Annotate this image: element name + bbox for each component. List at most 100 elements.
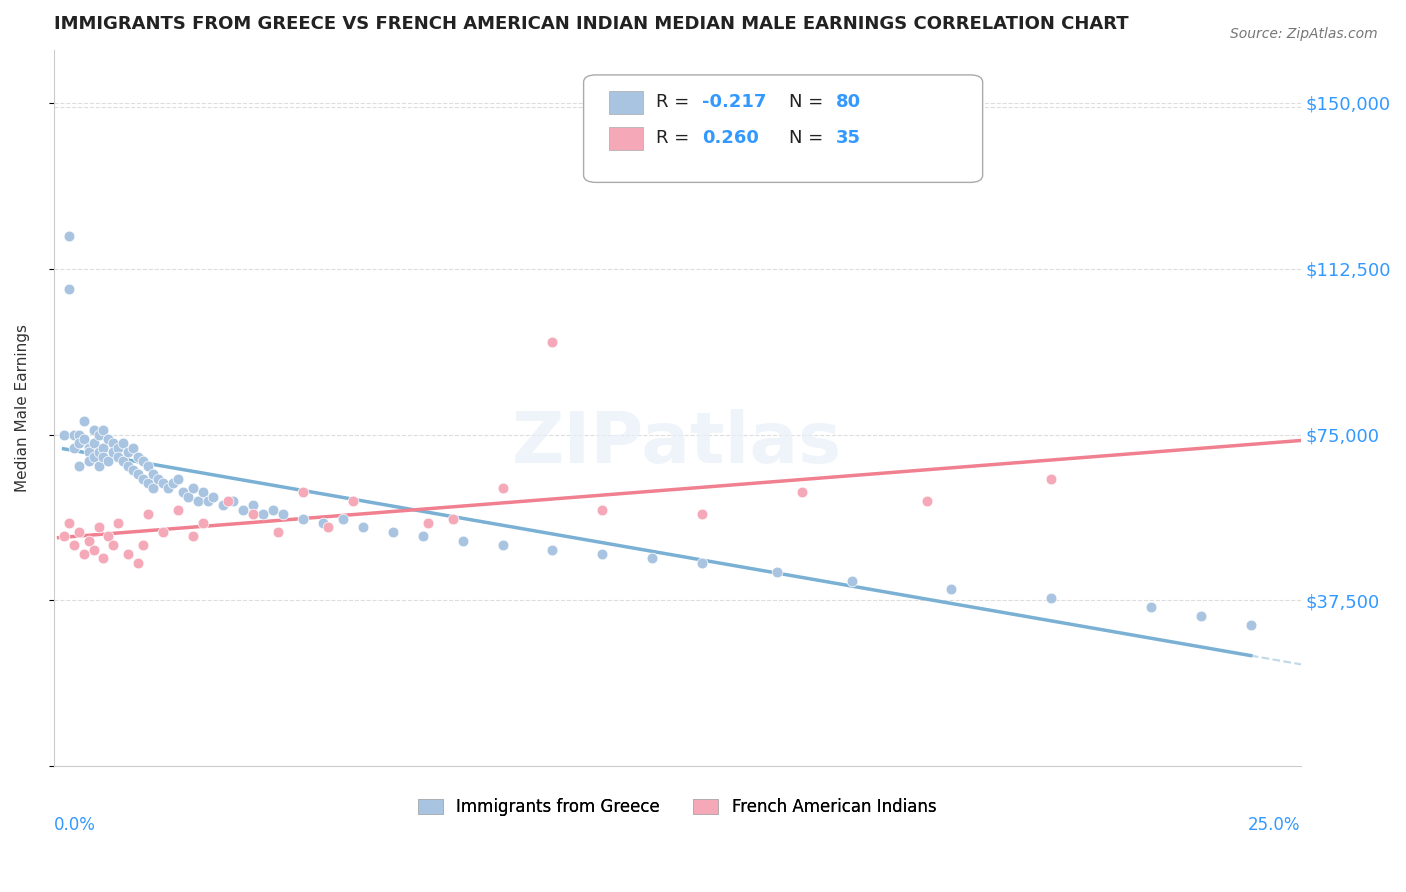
Point: [202, 490, 225, 504]
Point: [107, 441, 129, 455]
Point: [117, 445, 139, 459]
Point: [451, 533, 474, 548]
Point: [107, 450, 129, 464]
Point: [915, 494, 938, 508]
Text: N =: N =: [789, 129, 830, 147]
Y-axis label: Median Male Earnings: Median Male Earnings: [15, 324, 30, 492]
Text: R =: R =: [657, 93, 695, 112]
Point: [1189, 609, 1212, 624]
Point: [187, 494, 209, 508]
Point: [77, 454, 100, 468]
Point: [132, 538, 155, 552]
Point: [181, 529, 204, 543]
Point: [332, 511, 354, 525]
Point: [262, 503, 284, 517]
Point: [58, 282, 80, 296]
Point: [138, 458, 160, 473]
Point: [62, 538, 84, 552]
Text: 80: 80: [835, 93, 860, 112]
Point: [97, 432, 120, 446]
Point: [83, 436, 105, 450]
Point: [177, 490, 200, 504]
Point: [58, 516, 80, 530]
FancyBboxPatch shape: [609, 91, 644, 114]
Point: [252, 507, 274, 521]
Point: [103, 538, 125, 552]
Point: [103, 436, 125, 450]
Point: [222, 494, 245, 508]
Point: [212, 499, 235, 513]
Text: IMMIGRANTS FROM GREECE VS FRENCH AMERICAN INDIAN MEDIAN MALE EARNINGS CORRELATIO: IMMIGRANTS FROM GREECE VS FRENCH AMERICA…: [53, 15, 1128, 33]
Point: [1240, 617, 1263, 632]
Point: [132, 472, 155, 486]
Point: [162, 476, 184, 491]
Point: [316, 520, 339, 534]
Point: [416, 516, 439, 530]
Point: [138, 507, 160, 521]
Point: [62, 441, 84, 455]
Point: [83, 423, 105, 437]
Point: [87, 458, 110, 473]
Point: [112, 436, 135, 450]
Text: Source: ZipAtlas.com: Source: ZipAtlas.com: [1230, 27, 1378, 41]
Point: [441, 511, 464, 525]
FancyBboxPatch shape: [609, 128, 644, 150]
Point: [1140, 600, 1163, 615]
Point: [72, 547, 94, 561]
Point: [148, 472, 170, 486]
Point: [112, 454, 135, 468]
Point: [83, 450, 105, 464]
Point: [142, 467, 165, 482]
Point: [167, 472, 190, 486]
Point: [132, 454, 155, 468]
Point: [491, 538, 513, 552]
Point: [87, 520, 110, 534]
Point: [1040, 472, 1063, 486]
Point: [690, 556, 713, 570]
Point: [193, 485, 215, 500]
Point: [87, 427, 110, 442]
Point: [52, 529, 75, 543]
Point: [157, 481, 180, 495]
Point: [1040, 591, 1063, 606]
Point: [941, 582, 963, 597]
Point: [181, 481, 204, 495]
Text: ZIPatlas: ZIPatlas: [512, 409, 842, 478]
Point: [217, 494, 239, 508]
Point: [122, 441, 145, 455]
Point: [381, 524, 404, 539]
Point: [641, 551, 664, 566]
Point: [77, 445, 100, 459]
Point: [138, 476, 160, 491]
Point: [72, 432, 94, 446]
Point: [107, 516, 129, 530]
Point: [242, 499, 264, 513]
Legend: Immigrants from Greece, French American Indians: Immigrants from Greece, French American …: [412, 791, 943, 822]
Point: [152, 524, 174, 539]
Point: [312, 516, 335, 530]
Point: [142, 481, 165, 495]
Point: [766, 565, 789, 579]
Point: [292, 511, 315, 525]
Point: [591, 503, 613, 517]
Point: [67, 436, 90, 450]
Point: [97, 529, 120, 543]
Point: [72, 414, 94, 428]
Point: [267, 524, 290, 539]
Text: R =: R =: [657, 129, 695, 147]
Point: [591, 547, 613, 561]
Point: [67, 458, 90, 473]
Point: [93, 551, 115, 566]
Point: [152, 476, 174, 491]
Point: [117, 458, 139, 473]
Text: 0.0%: 0.0%: [53, 816, 96, 835]
FancyBboxPatch shape: [583, 75, 983, 182]
Point: [841, 574, 863, 588]
Point: [193, 516, 215, 530]
Point: [67, 524, 90, 539]
Point: [93, 441, 115, 455]
Point: [167, 503, 190, 517]
Point: [491, 481, 513, 495]
Point: [242, 507, 264, 521]
Point: [541, 542, 564, 557]
